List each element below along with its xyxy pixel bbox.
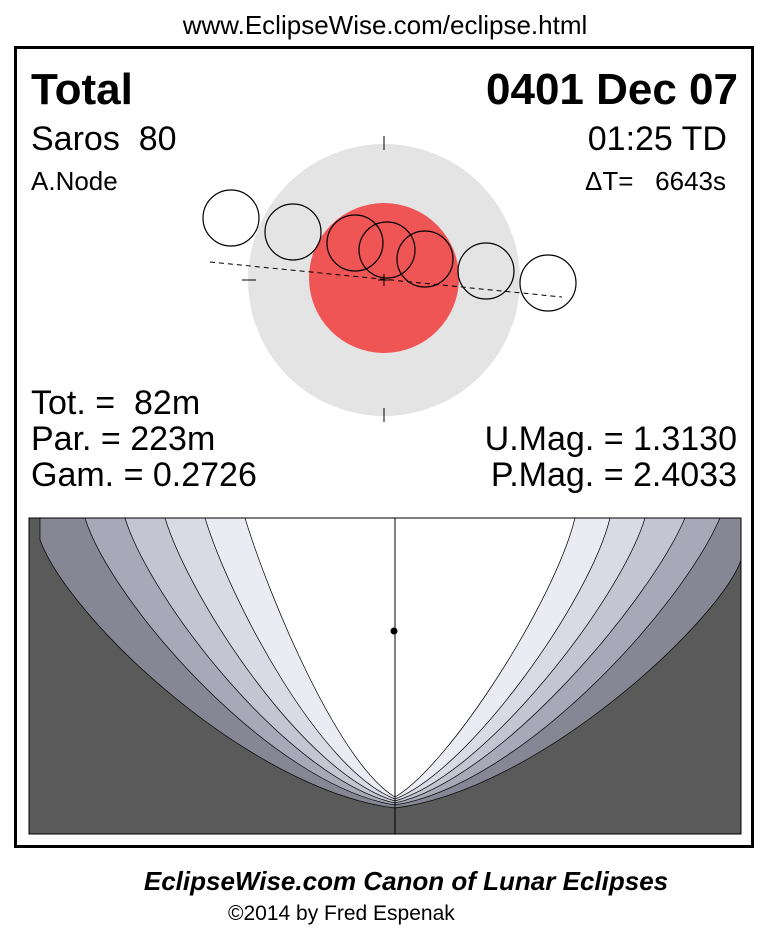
moon-position: [326, 214, 384, 272]
moon-position: [519, 254, 577, 312]
penumbral-magnitude: P.Mag. = 2.4033: [490, 456, 737, 494]
gamma: Gam. = 0.2726: [31, 456, 257, 494]
umbral-magnitude: U.Mag. = 1.3130: [484, 420, 737, 458]
visibility-map: [28, 517, 742, 835]
axis-ticks: [242, 136, 390, 422]
partial-duration: Par. = 223m: [31, 420, 216, 458]
node: A.Node: [31, 166, 118, 196]
copyright: ©2014 by Fred Espenak: [228, 902, 455, 925]
moon-position: [358, 221, 416, 279]
moon-position: [264, 203, 322, 261]
moon-positions: [202, 189, 577, 312]
totality-duration: Tot. = 82m: [31, 384, 201, 422]
eclipse-time: 01:25 TD: [587, 120, 727, 158]
eclipse-date: 0401 Dec 07: [486, 65, 738, 114]
diagram-frame: [14, 46, 754, 848]
delta-t: ΔT= 6643s: [585, 166, 726, 196]
moon-position: [202, 189, 260, 247]
eclipse-type: Total: [31, 65, 133, 114]
moon-position: [457, 242, 515, 300]
moon-position: [396, 230, 454, 288]
moon-path-line: [209, 261, 563, 298]
saros-number: Saros 80: [31, 120, 177, 158]
footer-title: EclipseWise.com Canon of Lunar Eclipses: [143, 866, 669, 896]
greatest-eclipse-point: [390, 627, 398, 635]
source-url[interactable]: www.EclipseWise.com/eclipse.html: [182, 10, 588, 40]
